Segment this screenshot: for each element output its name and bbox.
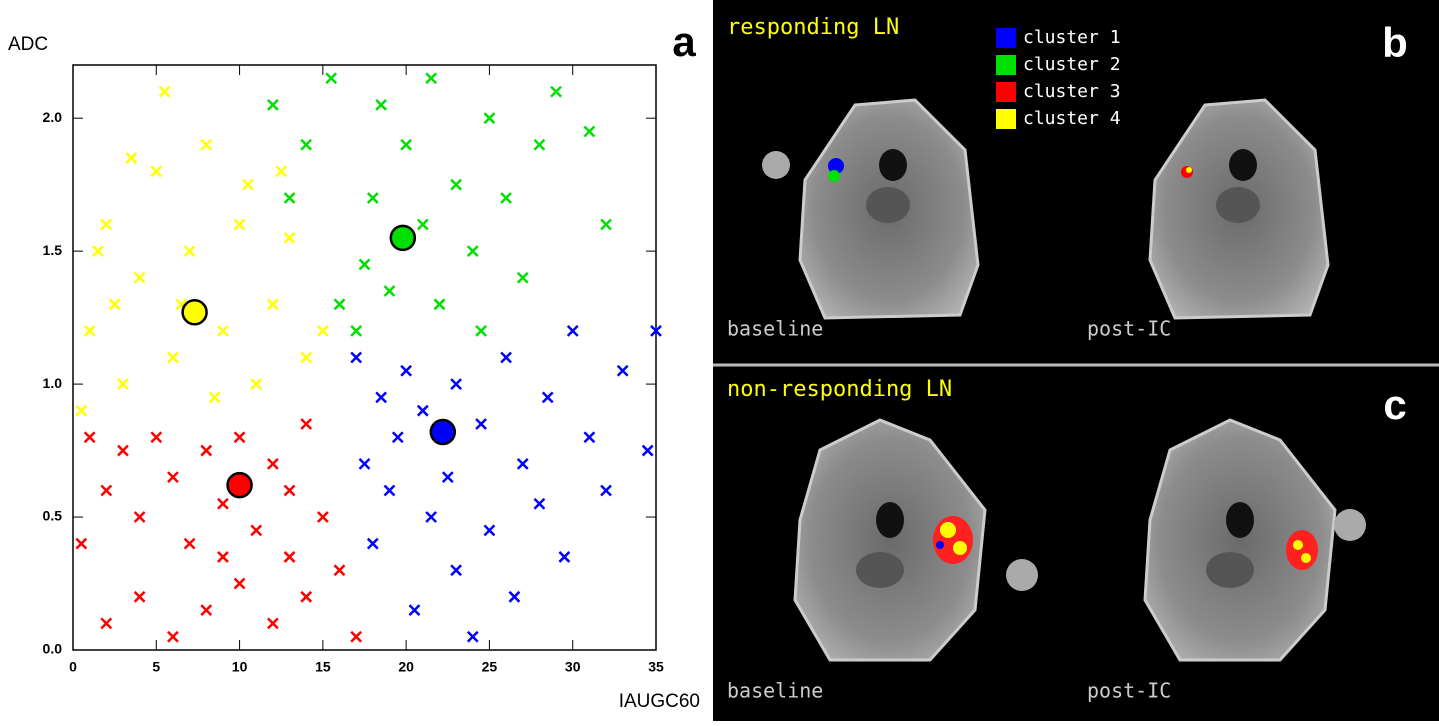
x-tick-label: 35	[648, 659, 664, 675]
centroid	[391, 226, 415, 250]
panel-a-bg	[0, 0, 713, 721]
legend-label: cluster 1	[1023, 27, 1121, 48]
x-tick-label: 10	[232, 659, 248, 675]
centroid	[431, 420, 455, 444]
x-tick-label: 25	[482, 659, 498, 675]
y-tick-label: 1.5	[43, 242, 63, 258]
x-axis-label: IAUGC60	[619, 691, 700, 712]
x-tick-label: 15	[315, 659, 331, 675]
y-tick-label: 0.5	[43, 508, 63, 524]
centroid	[228, 473, 252, 497]
x-tick-label: 0	[69, 659, 77, 675]
panel-title: non-responding LN	[727, 377, 952, 402]
x-tick-label: 30	[565, 659, 581, 675]
legend-label: cluster 3	[1023, 81, 1121, 102]
image-label: post-IC	[1087, 679, 1171, 703]
x-tick-label: 20	[398, 659, 414, 675]
panel-label: a	[672, 18, 696, 65]
y-axis-label: ADC	[8, 34, 48, 55]
legend-swatch	[996, 55, 1016, 75]
y-tick-label: 1.0	[43, 375, 63, 391]
y-tick-label: 0.0	[43, 641, 63, 657]
panel-title: responding LN	[727, 15, 899, 40]
panel-label: c	[1383, 381, 1406, 428]
legend-swatch	[996, 109, 1016, 129]
x-tick-label: 5	[152, 659, 160, 675]
legend-label: cluster 4	[1023, 108, 1121, 129]
legend-label: cluster 2	[1023, 54, 1121, 75]
centroid	[183, 300, 207, 324]
image-label: baseline	[727, 317, 823, 341]
figure: 0 5 10 15 20 25 30 35 0.0 0.5 1.0 1.5 2.0 ADC IAUGC6…	[0, 0, 1439, 721]
image-label: baseline	[727, 679, 823, 703]
y-tick-label: 2.0	[43, 109, 63, 125]
image-label: post-IC	[1087, 317, 1171, 341]
panel-label: b	[1382, 19, 1408, 66]
legend-swatch	[996, 82, 1016, 102]
legend-swatch	[996, 28, 1016, 48]
